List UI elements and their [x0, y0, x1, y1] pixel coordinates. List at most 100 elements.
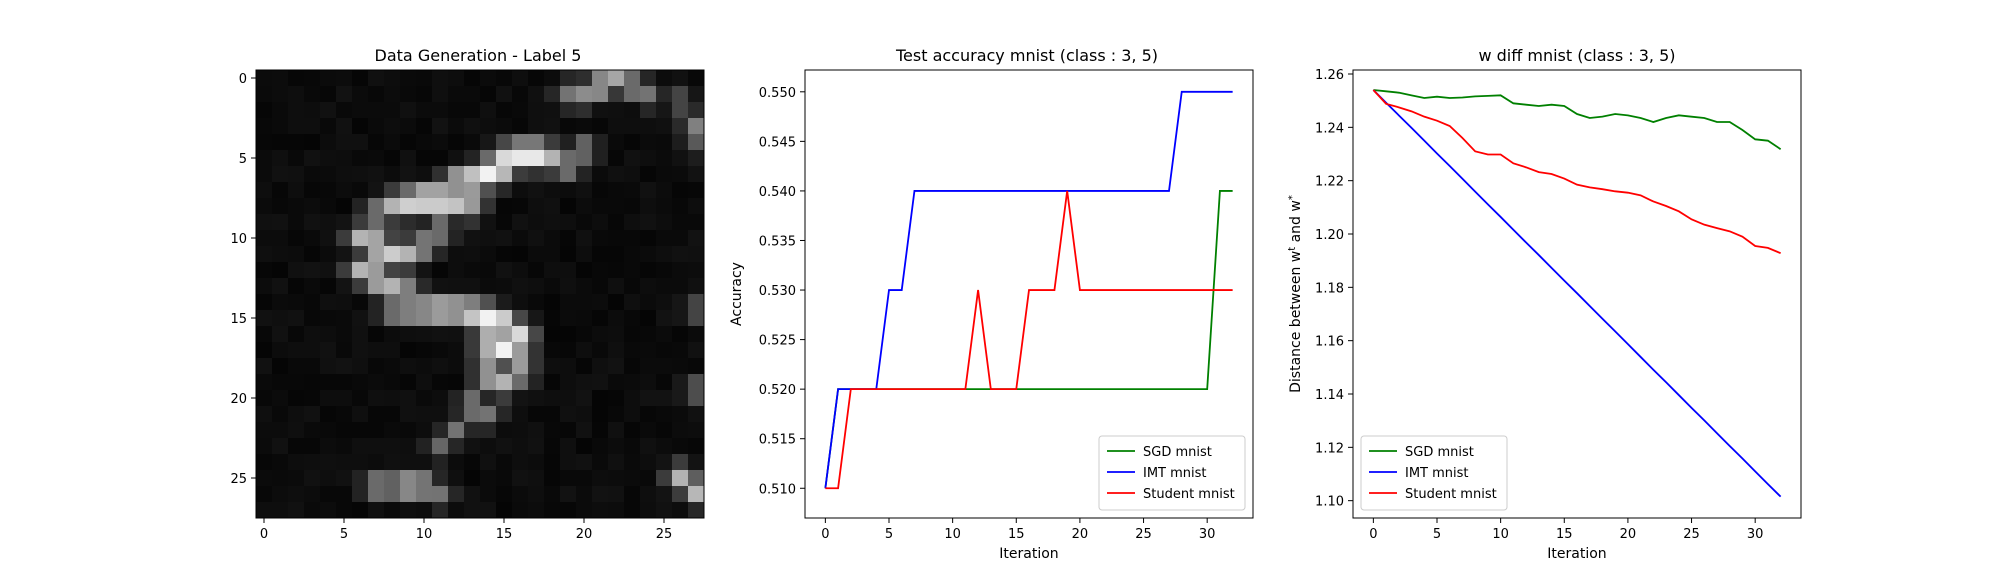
heatmap-cell	[688, 134, 705, 151]
heatmap-cell	[288, 230, 305, 247]
heatmap-cell	[272, 358, 289, 375]
heatmap-cell	[608, 118, 625, 135]
heatmap-cell	[288, 70, 305, 87]
heatmap-cell	[400, 70, 417, 87]
heatmap-cell	[368, 166, 385, 183]
heatmap-cell	[400, 486, 417, 503]
heatmap-cell	[272, 118, 289, 135]
y-tick-label: 1.26	[1315, 68, 1344, 83]
heatmap-cell	[592, 422, 609, 439]
heatmap-cell	[416, 294, 433, 311]
heatmap-cell	[272, 502, 289, 519]
legend-box	[1098, 435, 1246, 511]
heatmap-cell	[384, 134, 401, 151]
heatmap-cell	[592, 294, 609, 311]
heatmap-cell	[640, 246, 657, 263]
heatmap-cell	[640, 134, 657, 151]
heatmap-cell	[672, 438, 689, 455]
heatmap-cell	[672, 390, 689, 407]
wdiff-panel: w diff mnist (class : 3, 5) 0 5 10 15 20 25 30…	[1287, 46, 1802, 562]
heatmap-cell	[544, 102, 561, 119]
heatmap-cell	[448, 438, 465, 455]
heatmap-cell	[448, 86, 465, 103]
heatmap-cell	[256, 406, 273, 423]
heatmap-cell	[656, 230, 673, 247]
heatmap-cell	[528, 374, 545, 391]
heatmap-cell	[400, 342, 417, 359]
heatmap-cell	[512, 310, 529, 327]
heatmap-cell	[384, 358, 401, 375]
heatmap-cell	[384, 406, 401, 423]
heatmap-cell	[272, 454, 289, 471]
heatmap-cell	[288, 422, 305, 439]
heatmap-cell	[416, 486, 433, 503]
heatmap-cell	[384, 70, 401, 87]
heatmap-cell	[560, 406, 577, 423]
heatmap-cell	[640, 390, 657, 407]
heatmap-cell	[368, 86, 385, 103]
heatmap-cell	[352, 422, 369, 439]
heatmap-cell	[528, 86, 545, 103]
heatmap-cell	[368, 150, 385, 167]
heatmap-cell	[640, 182, 657, 199]
heatmap-cell	[624, 326, 641, 343]
heatmap-cell	[368, 262, 385, 279]
heatmap-cell	[336, 438, 353, 455]
heatmap-cell	[592, 246, 609, 263]
heatmap-cell	[384, 278, 401, 295]
heatmap-cell	[464, 310, 481, 327]
heatmap-cell	[592, 70, 609, 87]
heatmap-cell	[320, 134, 337, 151]
heatmap-cell	[448, 406, 465, 423]
heatmap-cell	[592, 326, 609, 343]
heatmap-cell	[672, 294, 689, 311]
heatmap-cell	[272, 438, 289, 455]
heatmap-cell	[432, 166, 449, 183]
heatmap-cell	[496, 454, 513, 471]
heatmap-cell	[672, 150, 689, 167]
heatmap-cell	[336, 294, 353, 311]
heatmap-cell	[560, 166, 577, 183]
heatmap-cell	[400, 278, 417, 295]
x-tick-label: 10	[416, 527, 433, 542]
y-tick-label: 1.12	[1315, 441, 1344, 456]
heatmap-cell	[624, 86, 641, 103]
heatmap-cell	[464, 438, 481, 455]
heatmap-cell	[624, 358, 641, 375]
heatmap-cell	[448, 214, 465, 231]
heatmap-cell	[640, 502, 657, 519]
heatmap-cell	[400, 182, 417, 199]
heatmap-cell	[272, 230, 289, 247]
heatmap-cell	[480, 502, 497, 519]
heatmap-cell	[464, 86, 481, 103]
heatmap-cell	[320, 166, 337, 183]
heatmap-cell	[480, 310, 497, 327]
heatmap-cell	[448, 166, 465, 183]
heatmap-cell	[608, 70, 625, 87]
heatmap-cell	[608, 422, 625, 439]
heatmap-cell	[640, 294, 657, 311]
x-tick-label: 0	[1369, 527, 1377, 542]
heatmap-cell	[384, 310, 401, 327]
heatmap-cell	[608, 326, 625, 343]
heatmap-cell	[656, 326, 673, 343]
heatmap-cell	[544, 326, 561, 343]
heatmap-cell	[352, 166, 369, 183]
heatmap-cell	[656, 422, 673, 439]
heatmap-cell	[560, 454, 577, 471]
heatmap-cell	[656, 390, 673, 407]
heatmap-cell	[400, 390, 417, 407]
heatmap-cell	[608, 230, 625, 247]
heatmap-cell	[656, 150, 673, 167]
heatmap-cell	[368, 294, 385, 311]
heatmap-cell	[576, 326, 593, 343]
heatmap-cell	[464, 454, 481, 471]
heatmap-cell	[608, 294, 625, 311]
heatmap-cell	[256, 166, 273, 183]
heatmap-cell	[624, 406, 641, 423]
heatmap-cell	[336, 134, 353, 151]
heatmap-cell	[288, 470, 305, 487]
heatmap-cell	[608, 342, 625, 359]
heatmap-cell	[384, 342, 401, 359]
heatmap-cell	[672, 470, 689, 487]
